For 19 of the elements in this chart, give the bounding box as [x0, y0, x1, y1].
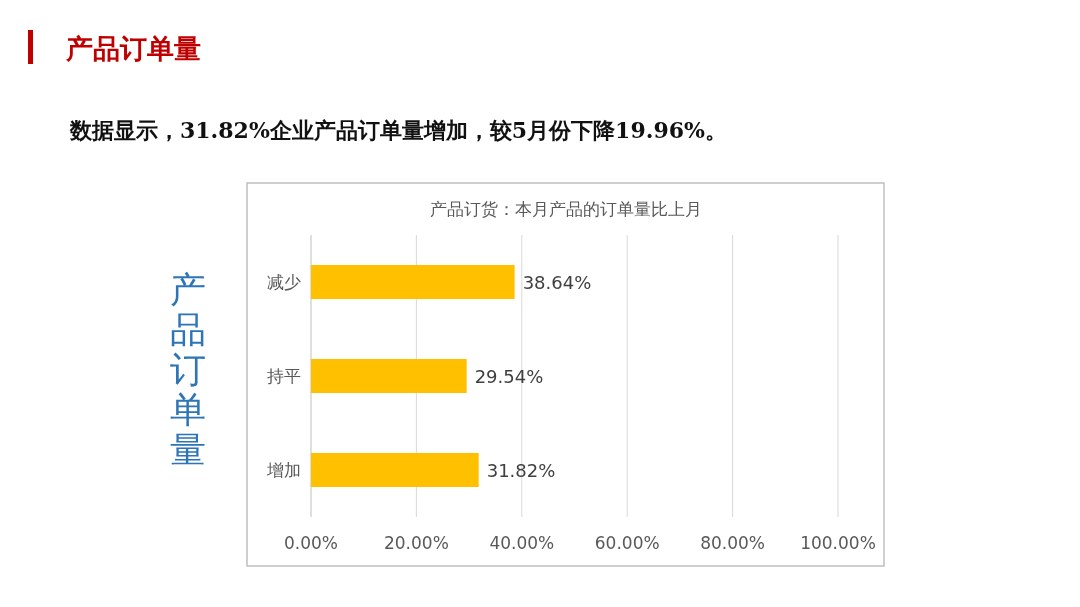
x-tick-label: 0.00%: [283, 533, 339, 553]
x-tick-label: 80.00%: [700, 533, 766, 553]
bar: [311, 265, 515, 299]
y-tick-label: 持平: [267, 366, 301, 386]
text: 产品订单量: [65, 33, 201, 64]
x-tick-label: 100.00%: [800, 533, 876, 553]
x-tick-label: 40.00%: [489, 533, 555, 553]
y-axis-title: 产品订单量: [170, 269, 206, 470]
text: 数据显示，31.82%企业产品订单量增加，较5月份下降19.96%。: [69, 117, 727, 143]
x-tick-label: 20.00%: [383, 533, 449, 553]
x-tick-label: 60.00%: [594, 533, 660, 553]
y-tick-label: 减少: [267, 272, 301, 292]
data-label: 38.64%: [522, 272, 592, 293]
bar: [311, 359, 467, 393]
chart-title: 产品订货：本月产品的订单量比上月: [430, 199, 702, 219]
data-label: 29.54%: [474, 366, 544, 387]
y-tick-label: 增加: [266, 460, 301, 480]
bar: [311, 453, 479, 487]
data-label: 31.82%: [486, 460, 556, 481]
